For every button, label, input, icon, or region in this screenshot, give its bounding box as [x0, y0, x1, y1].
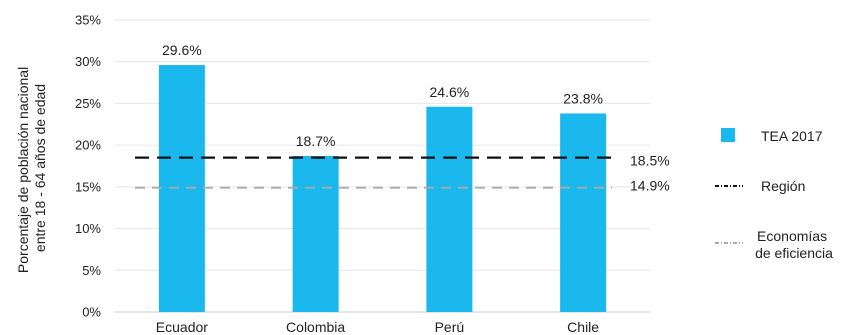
legend-label-tea-2017: TEA 2017 — [761, 128, 823, 144]
y-tick-label-0: 0% — [82, 305, 101, 320]
x-category-chile: Chile — [567, 319, 599, 335]
x-category-ecuador: Ecuador — [156, 319, 208, 335]
data-label-peru: 24.6% — [430, 84, 470, 100]
y-tick-label-10: 10% — [75, 221, 101, 236]
legend: TEA 2017 Región Economías de eficiencia — [715, 128, 833, 261]
y-tick-label-15: 15% — [75, 179, 101, 194]
data-labels: 29.6% 18.7% 24.6% 23.8% — [162, 42, 603, 149]
x-category-peru: Perú — [435, 319, 465, 335]
y-tick-label-25: 25% — [75, 96, 101, 111]
bar-ecuador — [158, 65, 205, 313]
legend-label-economias-line-1: Economías — [757, 228, 827, 244]
y-axis-label: Porcentaje de población nacional entre 1… — [15, 63, 48, 273]
bar-chile — [560, 113, 607, 312]
reference-label-economias-de-eficiencia: 14.9% — [630, 178, 670, 194]
y-tick-label-20: 20% — [75, 138, 101, 153]
x-axis-categories: Ecuador Colombia Perú Chile — [156, 319, 599, 335]
bars — [158, 65, 607, 313]
legend-label-economias-line-2: de eficiencia — [755, 245, 833, 261]
reference-label-region: 18.5% — [630, 153, 670, 169]
bar-colombia — [292, 155, 339, 312]
y-tick-label-5: 5% — [82, 263, 101, 278]
legend-label-economias-eficiencia: Economías de eficiencia — [755, 228, 833, 261]
data-label-colombia: 18.7% — [296, 133, 336, 149]
data-label-chile: 23.8% — [563, 90, 603, 106]
y-axis-ticks: 0% 5% 10% 15% 20% 25% 30% 35% — [75, 13, 101, 320]
reference-lines: 18.5% 14.9% — [135, 153, 670, 194]
y-tick-label-30: 30% — [75, 54, 101, 69]
x-category-colombia: Colombia — [286, 319, 345, 335]
y-tick-label-35: 35% — [75, 13, 101, 28]
y-axis-label-line-1: Porcentaje de población nacional — [15, 67, 31, 273]
data-label-ecuador: 29.6% — [162, 42, 202, 58]
legend-label-region: Región — [761, 178, 805, 194]
bar-peru — [426, 106, 473, 312]
y-axis-label-line-2: entre 18 - 64 años de edad — [32, 84, 48, 252]
legend-swatch-tea-2017 — [721, 128, 735, 142]
